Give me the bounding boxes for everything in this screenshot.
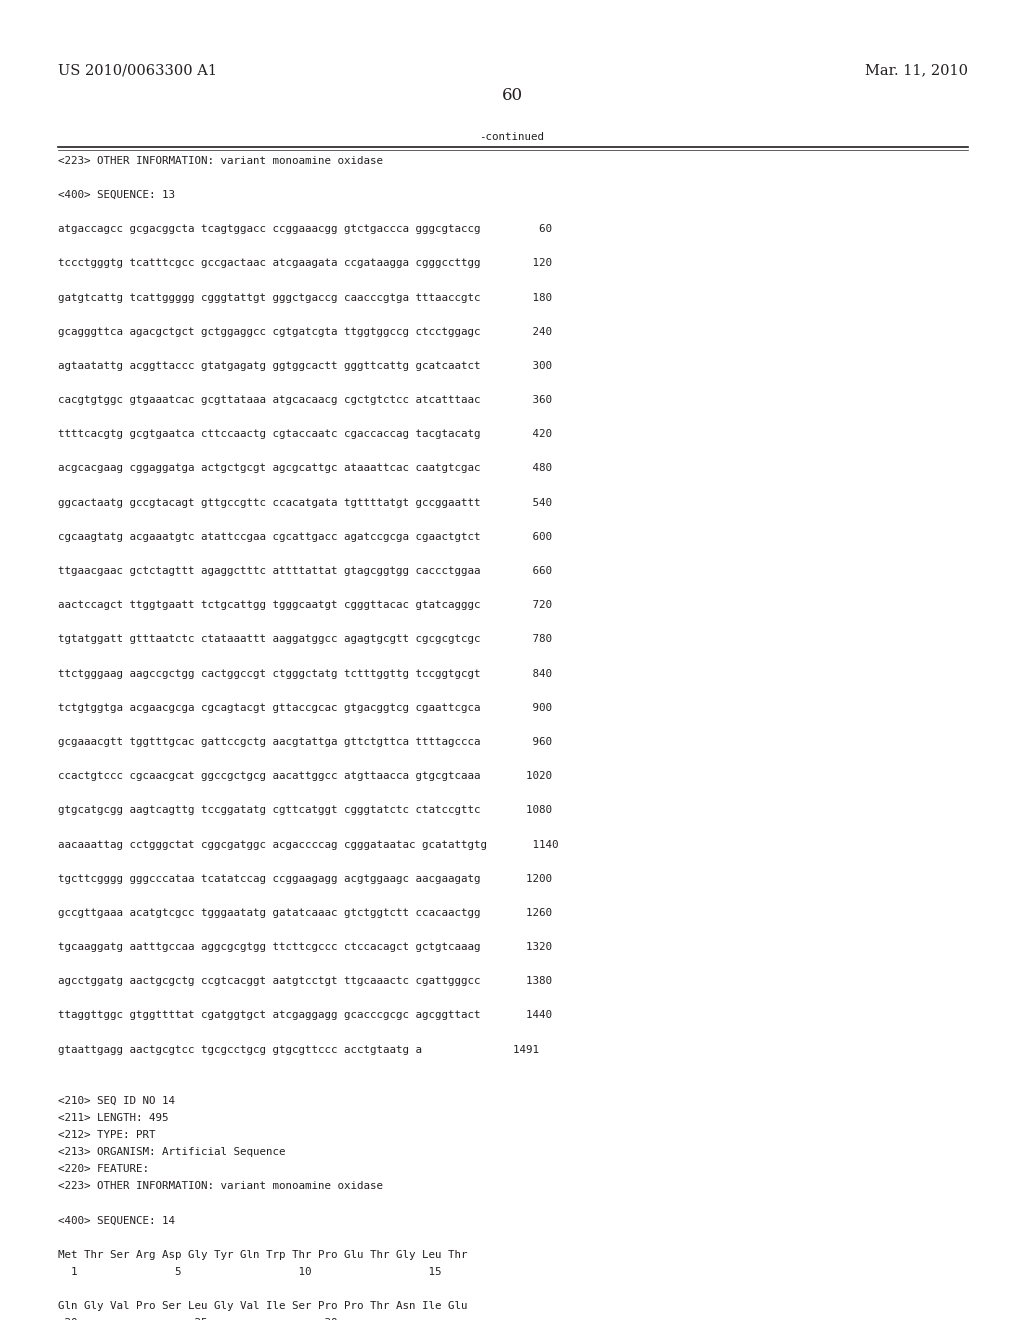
Text: <400> SEQUENCE: 13: <400> SEQUENCE: 13 xyxy=(58,190,175,199)
Text: <210> SEQ ID NO 14: <210> SEQ ID NO 14 xyxy=(58,1096,175,1106)
Text: atgaccagcc gcgacggcta tcagtggacc ccggaaacgg gtctgaccca gggcgtaccg         60: atgaccagcc gcgacggcta tcagtggacc ccggaaa… xyxy=(58,224,552,234)
Text: tgtatggatt gtttaatctc ctataaattt aaggatggcc agagtgcgtt cgcgcgtcgc        780: tgtatggatt gtttaatctc ctataaattt aaggatg… xyxy=(58,635,552,644)
Text: agtaatattg acggttaccc gtatgagatg ggtggcactt gggttcattg gcatcaatct        300: agtaatattg acggttaccc gtatgagatg ggtggca… xyxy=(58,360,552,371)
Text: Mar. 11, 2010: Mar. 11, 2010 xyxy=(864,63,968,78)
Text: gcgaaacgtt tggtttgcac gattccgctg aacgtattga gttctgttca ttttagccca        960: gcgaaacgtt tggtttgcac gattccgctg aacgtat… xyxy=(58,737,552,747)
Text: agcctggatg aactgcgctg ccgtcacggt aatgtcctgt ttgcaaactc cgattgggcc       1380: agcctggatg aactgcgctg ccgtcacggt aatgtcc… xyxy=(58,977,552,986)
Text: <223> OTHER INFORMATION: variant monoamine oxidase: <223> OTHER INFORMATION: variant monoami… xyxy=(58,156,383,166)
Text: gccgttgaaa acatgtcgcc tgggaatatg gatatcaaac gtctggtctt ccacaactgg       1260: gccgttgaaa acatgtcgcc tgggaatatg gatatca… xyxy=(58,908,552,917)
Text: tccctgggtg tcatttcgcc gccgactaac atcgaagata ccgataagga cgggccttgg        120: tccctgggtg tcatttcgcc gccgactaac atcgaag… xyxy=(58,259,552,268)
Text: -continued: -continued xyxy=(479,132,545,143)
Text: gtaattgagg aactgcgtcc tgcgcctgcg gtgcgttccc acctgtaatg a              1491: gtaattgagg aactgcgtcc tgcgcctgcg gtgcgtt… xyxy=(58,1044,540,1055)
Text: <212> TYPE: PRT: <212> TYPE: PRT xyxy=(58,1130,156,1140)
Text: tctgtggtga acgaacgcga cgcagtacgt gttaccgcac gtgacggtcg cgaattcgca        900: tctgtggtga acgaacgcga cgcagtacgt gttaccg… xyxy=(58,702,552,713)
Text: Met Thr Ser Arg Asp Gly Tyr Gln Trp Thr Pro Glu Thr Gly Leu Thr: Met Thr Ser Arg Asp Gly Tyr Gln Trp Thr … xyxy=(58,1250,468,1259)
Text: <400> SEQUENCE: 14: <400> SEQUENCE: 14 xyxy=(58,1216,175,1225)
Text: cgcaagtatg acgaaatgtc atattccgaa cgcattgacc agatccgcga cgaactgtct        600: cgcaagtatg acgaaatgtc atattccgaa cgcattg… xyxy=(58,532,552,541)
Text: Gln Gly Val Pro Ser Leu Gly Val Ile Ser Pro Pro Thr Asn Ile Glu: Gln Gly Val Pro Ser Leu Gly Val Ile Ser … xyxy=(58,1302,468,1311)
Text: ttttcacgtg gcgtgaatca cttccaactg cgtaccaatc cgaccaccag tacgtacatg        420: ttttcacgtg gcgtgaatca cttccaactg cgtacca… xyxy=(58,429,552,440)
Text: acgcacgaag cggaggatga actgctgcgt agcgcattgc ataaattcac caatgtcgac        480: acgcacgaag cggaggatga actgctgcgt agcgcat… xyxy=(58,463,552,474)
Text: 20                  25                  30: 20 25 30 xyxy=(58,1319,338,1320)
Text: <213> ORGANISM: Artificial Sequence: <213> ORGANISM: Artificial Sequence xyxy=(58,1147,286,1158)
Text: gcagggttca agacgctgct gctggaggcc cgtgatcgta ttggtggccg ctcctggagc        240: gcagggttca agacgctgct gctggaggcc cgtgatc… xyxy=(58,327,552,337)
Text: ttaggttggc gtggttttat cgatggtgct atcgaggagg gcacccgcgc agcggttact       1440: ttaggttggc gtggttttat cgatggtgct atcgagg… xyxy=(58,1011,552,1020)
Text: <220> FEATURE:: <220> FEATURE: xyxy=(58,1164,150,1175)
Text: gtgcatgcgg aagtcagttg tccggatatg cgttcatggt cgggtatctc ctatccgttc       1080: gtgcatgcgg aagtcagttg tccggatatg cgttcat… xyxy=(58,805,552,816)
Text: aactccagct ttggtgaatt tctgcattgg tgggcaatgt cgggttacac gtatcagggc        720: aactccagct ttggtgaatt tctgcattgg tgggcaa… xyxy=(58,601,552,610)
Text: ggcactaatg gccgtacagt gttgccgttc ccacatgata tgttttatgt gccggaattt        540: ggcactaatg gccgtacagt gttgccgttc ccacatg… xyxy=(58,498,552,508)
Text: ttctgggaag aagccgctgg cactggccgt ctgggctatg tctttggttg tccggtgcgt        840: ttctgggaag aagccgctgg cactggccgt ctgggct… xyxy=(58,668,552,678)
Text: cacgtgtggc gtgaaatcac gcgttataaa atgcacaacg cgctgtctcc atcatttaac        360: cacgtgtggc gtgaaatcac gcgttataaa atgcaca… xyxy=(58,395,552,405)
Text: <223> OTHER INFORMATION: variant monoamine oxidase: <223> OTHER INFORMATION: variant monoami… xyxy=(58,1181,383,1192)
Text: gatgtcattg tcattggggg cgggtattgt gggctgaccg caacccgtga tttaaccgtc        180: gatgtcattg tcattggggg cgggtattgt gggctga… xyxy=(58,293,552,302)
Text: ccactgtccc cgcaacgcat ggccgctgcg aacattggcc atgttaacca gtgcgtcaaa       1020: ccactgtccc cgcaacgcat ggccgctgcg aacattg… xyxy=(58,771,552,781)
Text: tgcttcgggg gggcccataa tcatatccag ccggaagagg acgtggaagc aacgaagatg       1200: tgcttcgggg gggcccataa tcatatccag ccggaag… xyxy=(58,874,552,883)
Text: <211> LENGTH: 495: <211> LENGTH: 495 xyxy=(58,1113,169,1123)
Text: tgcaaggatg aatttgccaa aggcgcgtgg ttcttcgccc ctccacagct gctgtcaaag       1320: tgcaaggatg aatttgccaa aggcgcgtgg ttcttcg… xyxy=(58,942,552,952)
Text: 1               5                  10                  15: 1 5 10 15 xyxy=(58,1267,442,1276)
Text: ttgaacgaac gctctagttt agaggctttc attttattat gtagcggtgg caccctggaa        660: ttgaacgaac gctctagttt agaggctttc attttat… xyxy=(58,566,552,576)
Text: 60: 60 xyxy=(502,87,522,104)
Text: US 2010/0063300 A1: US 2010/0063300 A1 xyxy=(58,63,217,78)
Text: aacaaattag cctgggctat cggcgatggc acgaccccag cgggataatac gcatattgtg       1140: aacaaattag cctgggctat cggcgatggc acgaccc… xyxy=(58,840,559,850)
